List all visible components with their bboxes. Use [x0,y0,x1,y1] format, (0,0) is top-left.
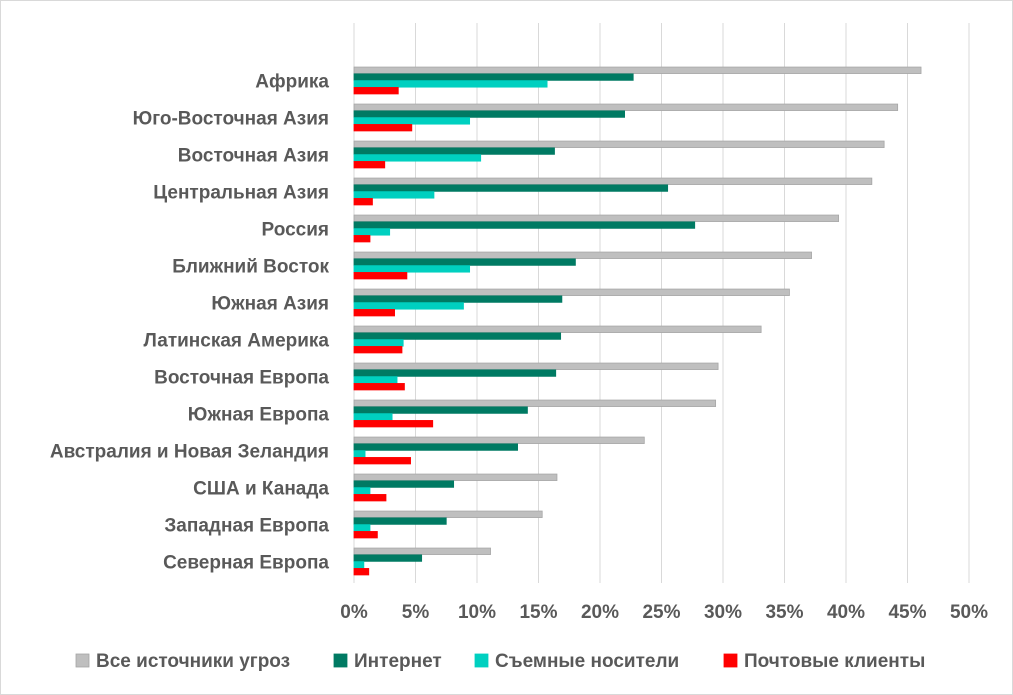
bar [353,198,373,206]
bar [353,383,405,391]
category-label: Юго-Восточная Азия [133,109,329,130]
category-label: Центральная Азия [153,183,329,204]
bar [353,302,464,310]
bar [353,272,408,280]
bar [353,295,563,303]
bar [353,110,626,118]
legend-label: Почтовые клиенты [744,651,925,672]
category-labels: Африка Юго-Восточная Азия Восточная Азия Це… [50,72,330,574]
bar [353,420,434,428]
legend-label: Интернет [354,651,442,672]
bar [353,103,899,111]
bar [353,413,393,421]
bar [353,406,528,414]
x-tick-label: 50% [950,602,988,623]
x-tick-label: 20% [581,602,619,623]
x-tick-label: 10% [458,602,496,623]
bar [353,339,404,347]
bar [353,184,669,192]
category-label: Северная Европа [163,553,329,574]
bar [353,517,447,525]
bar [353,154,482,162]
x-tick-label: 40% [827,602,865,623]
bar [353,228,391,236]
bar [353,531,378,539]
bar [353,443,518,451]
category-label: Южная Азия [211,294,329,315]
bar [353,288,790,296]
bar [353,309,395,317]
bar [353,214,840,222]
bar [353,177,873,185]
category-label: Латинская Америка [143,331,329,352]
x-tick-label: 35% [765,602,803,623]
category-label: Россия [262,220,329,241]
legend-swatch [75,653,90,668]
bar [353,346,403,354]
bar [353,399,717,407]
category-label: Австралия и Новая Зеландия [50,442,329,463]
bar [353,487,371,495]
bar [353,66,922,74]
bar [353,436,645,444]
bar [353,191,435,199]
legend-label: Съемные носители [495,651,679,672]
bar [353,561,365,569]
bar [353,362,719,370]
category-label: Ближний Восток [172,257,329,278]
legend-swatch [723,653,738,668]
bar [353,258,576,266]
bar [353,325,762,333]
bar [353,147,555,155]
bar [353,124,413,132]
bar [353,117,471,125]
bar [353,554,423,562]
bar [353,235,371,243]
x-axis-tick-labels: 0% 5% 10% 15% 20% 25% 30% 35% 40% 45% 50% [340,602,988,623]
bar [353,473,558,481]
bar [353,510,543,518]
x-tick-label: 30% [704,602,742,623]
bar [353,547,491,555]
bars [353,66,922,576]
legend-swatch [333,653,348,668]
x-tick-label: 5% [402,602,430,623]
bar [353,450,366,458]
legend-label: Все источники угроз [96,651,290,672]
bar [353,265,471,273]
legend: Все источники угроз Интернет Съемные носит… [75,651,925,672]
bar [353,161,386,169]
bar [353,568,370,576]
bar [353,480,455,488]
x-tick-label: 45% [888,602,926,623]
x-tick-label: 25% [642,602,680,623]
x-tick-label: 0% [340,602,368,623]
bar [353,494,387,502]
category-label: США и Канада [193,479,329,500]
x-tick-label: 15% [519,602,557,623]
bar [353,251,812,259]
category-label: Восточная Европа [154,368,329,389]
bar [353,73,634,81]
category-label: Африка [255,72,329,93]
category-label: Южная Европа [188,405,330,426]
bar [353,369,557,377]
legend-swatch [474,653,489,668]
category-label: Западная Европа [164,516,329,537]
bar [353,140,885,148]
category-label: Восточная Азия [178,146,329,167]
bar [353,332,562,340]
bar [353,221,696,229]
bar [353,87,399,95]
bar [353,524,371,532]
bar [353,376,398,384]
bar [353,80,548,88]
bar [353,457,411,465]
